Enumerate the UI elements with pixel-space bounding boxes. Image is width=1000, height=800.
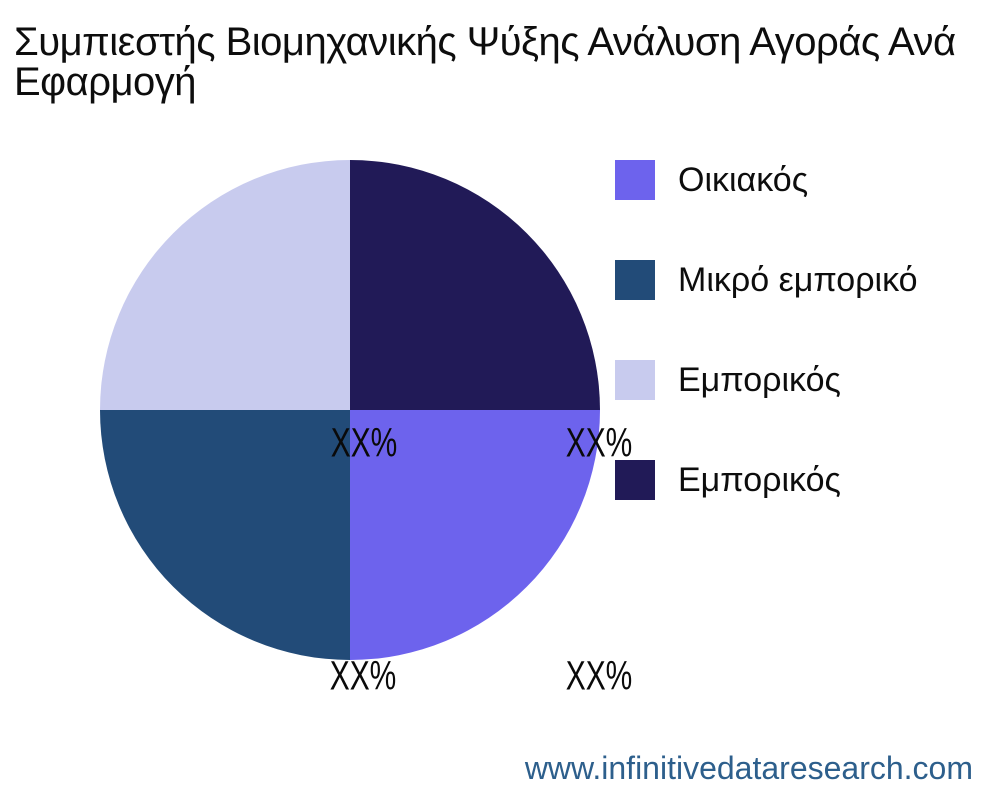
page-title-line1: Συμπιεστής Βιομηχανικής Ψύξης Ανάλυση Αγ… — [14, 20, 956, 64]
legend-label: Εμπορικός — [678, 360, 841, 399]
legend-item: Μικρό εμπορικό — [615, 260, 918, 300]
legend-swatch — [615, 360, 655, 400]
legend-swatch — [615, 260, 655, 300]
pie-percent-label: XX% — [565, 652, 633, 699]
legend-label: Μικρό εμπορικό — [678, 260, 918, 299]
pie-percent-label: XX% — [565, 419, 633, 466]
legend: Οικιακός Μικρό εμπορικό Εμπορικός Εμπορι… — [615, 160, 995, 500]
legend-label: Εμπορικός — [678, 460, 841, 499]
website-url: www.infinitivedataresearch.com — [524, 750, 973, 786]
pie-chart: XX% XX% XX% XX% — [100, 160, 632, 699]
legend-item: Εμπορικός — [615, 460, 841, 500]
pie-percent-label: XX% — [330, 419, 398, 466]
legend-item: Οικιακός — [615, 160, 808, 200]
page-title-line2: Εφαρμογή — [14, 60, 197, 104]
legend-item: Εμπορικός — [615, 360, 841, 400]
page-title: Συμπιεστής Βιομηχανικής Ψύξης Ανάλυση Αγ… — [14, 22, 974, 102]
legend-swatch — [615, 460, 655, 500]
legend-swatch — [615, 160, 655, 200]
pie-percent-label: XX% — [329, 652, 397, 699]
legend-label: Οικιακός — [678, 160, 809, 199]
